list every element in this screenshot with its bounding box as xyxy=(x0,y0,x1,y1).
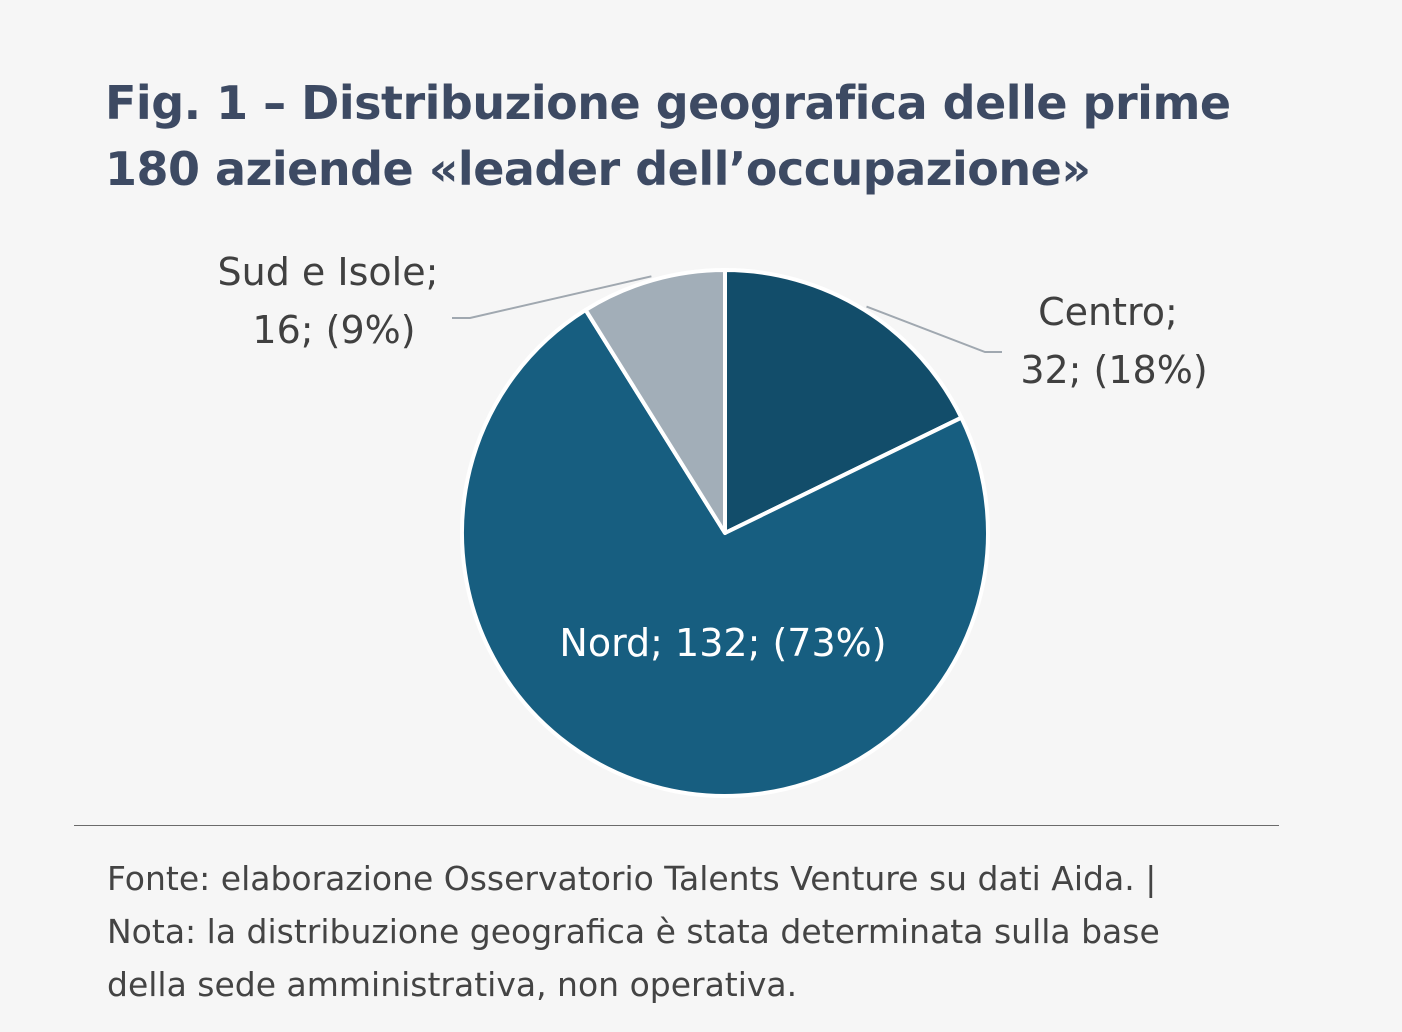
slice-label-sud-e-isole-line-1: Sud e Isole; xyxy=(218,250,439,294)
leader-line-centro xyxy=(866,305,1002,353)
chart-title-line-2: 180 aziende «leader dell’occupazione» xyxy=(105,142,1091,196)
slice-label-sud-e-isole: Sud e Isole; 16; (9%) xyxy=(218,250,451,352)
pie-slice-nord xyxy=(460,307,990,798)
slice-label-sud-e-isole-line-2: 16; (9%) xyxy=(252,308,415,352)
chart-title-line-1: Fig. 1 – Distribuzione geografica delle … xyxy=(105,76,1231,130)
footnote: Fonte: elaborazione Osservatorio Talents… xyxy=(107,852,1337,1011)
pie-leader-lines xyxy=(452,275,1002,353)
slice-label-nord-line-1: Nord; 132; (73%) xyxy=(559,621,886,665)
footnote-divider xyxy=(74,825,1279,826)
footnote-line-3: della sede amministrativa, non operativa… xyxy=(107,965,798,1004)
slice-label-centro: Centro; 32; (18%) xyxy=(1020,290,1207,392)
footnote-line-2: Nota: la distribuzione geografica è stat… xyxy=(107,912,1160,951)
pie-slices xyxy=(460,268,990,798)
pie-slice-sud-e-isole xyxy=(583,268,727,535)
pie-slice-centro xyxy=(723,268,964,535)
chart-title: Fig. 1 – Distribuzione geografica delle … xyxy=(105,70,1345,202)
slice-label-centro-line-1: Centro; xyxy=(1038,290,1178,334)
slice-label-nord: Nord; 132; (73%) xyxy=(559,621,886,665)
leader-line-sud-e-isole xyxy=(452,275,652,319)
slice-label-centro-line-2: 32; (18%) xyxy=(1020,348,1207,392)
footnote-line-1: Fonte: elaborazione Osservatorio Talents… xyxy=(107,859,1157,898)
